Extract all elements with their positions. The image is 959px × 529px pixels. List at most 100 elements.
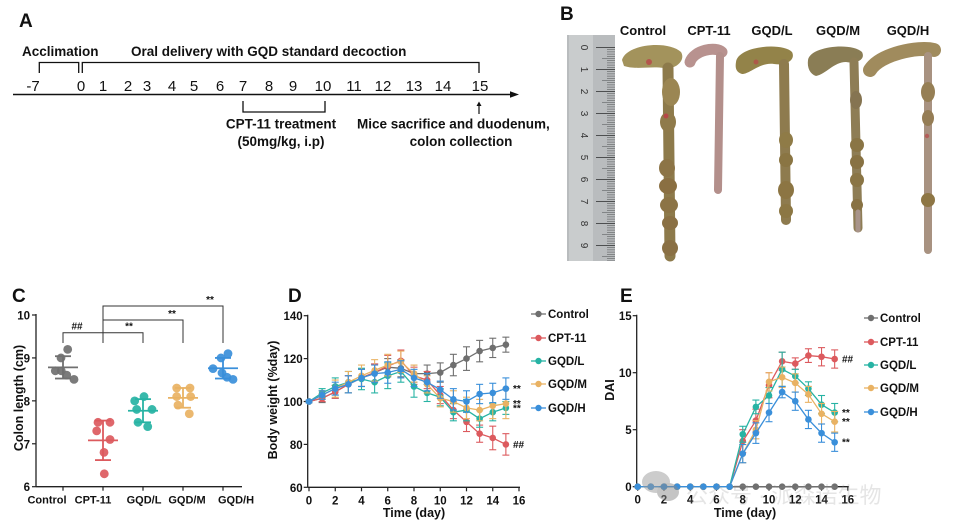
data-point: [765, 378, 773, 386]
group-label-gqd-m: GQD/M: [816, 23, 860, 38]
x-axis-title: Time (day): [714, 506, 776, 520]
ruler-ticks: [596, 47, 615, 261]
data-point: [831, 438, 838, 446]
acclimation-label: Acclimation: [22, 44, 99, 59]
timeline-day-label: 3: [143, 78, 151, 95]
oral-delivery-label: Oral delivery with GQD standard decoctio…: [131, 44, 406, 59]
legend-label: GQD/H: [880, 407, 918, 419]
timeline-day-label: 0: [77, 78, 85, 95]
data-point: [69, 374, 79, 384]
significance-label: **: [513, 384, 521, 395]
legend-item: GQD/H: [531, 403, 586, 415]
significance-label: **: [842, 438, 850, 449]
data-point: [463, 418, 470, 426]
timeline-day-label: 2: [124, 78, 132, 95]
timeline-day-label: 4: [168, 78, 176, 95]
x-tick-label: 6: [385, 495, 391, 507]
data-point: [62, 370, 72, 380]
x-tick-label: 4: [358, 495, 365, 507]
timeline-day-label: 8: [265, 78, 273, 95]
data-point: [318, 391, 326, 399]
data-point: [634, 483, 641, 491]
legend-item: Control: [531, 309, 589, 321]
x-tick-label: Control: [27, 495, 66, 507]
data-point: [186, 392, 196, 401]
legend-label: GQD/H: [548, 403, 586, 415]
y-tick-label: 60: [290, 483, 303, 495]
data-point: [791, 379, 799, 387]
legend-label: CPT-11: [880, 337, 919, 349]
data-point: [752, 429, 760, 437]
ruler-number: 3: [578, 111, 589, 117]
data-point: [184, 409, 194, 419]
data-point: [371, 370, 378, 377]
group-label-gqd-l: GQD/L: [751, 23, 792, 38]
series-line: [308, 361, 507, 411]
data-point: [132, 405, 142, 414]
panel-b-colon-photo: B Control CPT-11 GQD/L GQD/M GQD/H 0 1 2 3 4…: [560, 4, 941, 262]
data-point: [463, 355, 470, 362]
y-tick-label: 80: [290, 440, 303, 452]
data-point: [805, 416, 812, 423]
data-point: [105, 417, 115, 427]
significance-label: **: [513, 399, 521, 410]
y-tick-label: 8: [24, 396, 31, 408]
timeline-day-label: 9: [289, 78, 297, 95]
significance-label: **: [168, 309, 176, 320]
data-point: [831, 355, 838, 363]
data-point: [489, 402, 497, 410]
significance-label: **: [842, 408, 850, 419]
x-tick-label: GQD/M: [168, 495, 205, 507]
data-point: [93, 417, 103, 427]
treatment-dose-label: (50mg/kg, i.p): [237, 134, 324, 149]
data-point: [805, 352, 812, 359]
panel-a-timeline: A Acclimation Oral delivery with GQD sta…: [13, 11, 550, 149]
data-point: [358, 374, 365, 382]
panel-label-e: E: [620, 286, 633, 307]
x-tick-label: 0: [634, 495, 640, 507]
data-point: [739, 430, 747, 438]
x-tick-label: 14: [486, 495, 499, 507]
legend-marker: [867, 361, 875, 369]
y-axis-title: Colon length (cm): [12, 345, 26, 451]
data-point: [818, 353, 825, 361]
data-point: [476, 430, 483, 437]
y-tick-label: 0: [625, 482, 631, 494]
significance-bracket: [102, 305, 224, 343]
data-point: [143, 422, 153, 432]
series-line: [308, 370, 507, 420]
colon-specimen-gqd-h: [863, 42, 941, 254]
group-label-cpt11: CPT-11: [687, 23, 730, 38]
data-point: [384, 369, 392, 376]
timeline-day-label: 10: [315, 78, 332, 95]
data-point: [818, 410, 825, 418]
legend-item: GQD/M: [864, 383, 919, 395]
panel-label-a: A: [19, 11, 33, 32]
wechat-logo-icon: [642, 471, 679, 501]
data-point: [410, 374, 418, 382]
group-label-gqd-h: GQD/H: [887, 23, 930, 38]
legend-marker: [535, 310, 542, 318]
data-point: [397, 366, 405, 373]
series-gqd-m: [168, 383, 198, 419]
y-tick-label: 100: [284, 397, 303, 409]
data-point: [765, 483, 773, 491]
data-point: [172, 392, 182, 401]
x-tick-label: 2: [332, 495, 338, 507]
x-tick-label: 16: [841, 495, 854, 507]
endpoint-label-line1: Mice sacrifice and duodenum,: [357, 117, 550, 132]
data-point: [778, 373, 786, 381]
data-point: [831, 483, 838, 491]
legend-label: GQD/L: [880, 360, 916, 372]
legend-item: CPT-11: [864, 337, 919, 349]
legend-label: GQD/M: [880, 383, 919, 395]
watermark-text: 公众号 · 派森诺生物: [686, 483, 882, 508]
data-point: [476, 406, 483, 414]
timeline-day-label: -7: [26, 78, 39, 95]
series-line: [308, 368, 507, 403]
significance-label: ##: [71, 322, 83, 333]
ruler-number: 9: [578, 243, 589, 249]
data-point: [99, 469, 109, 479]
x-tick-label: 6: [713, 495, 719, 507]
